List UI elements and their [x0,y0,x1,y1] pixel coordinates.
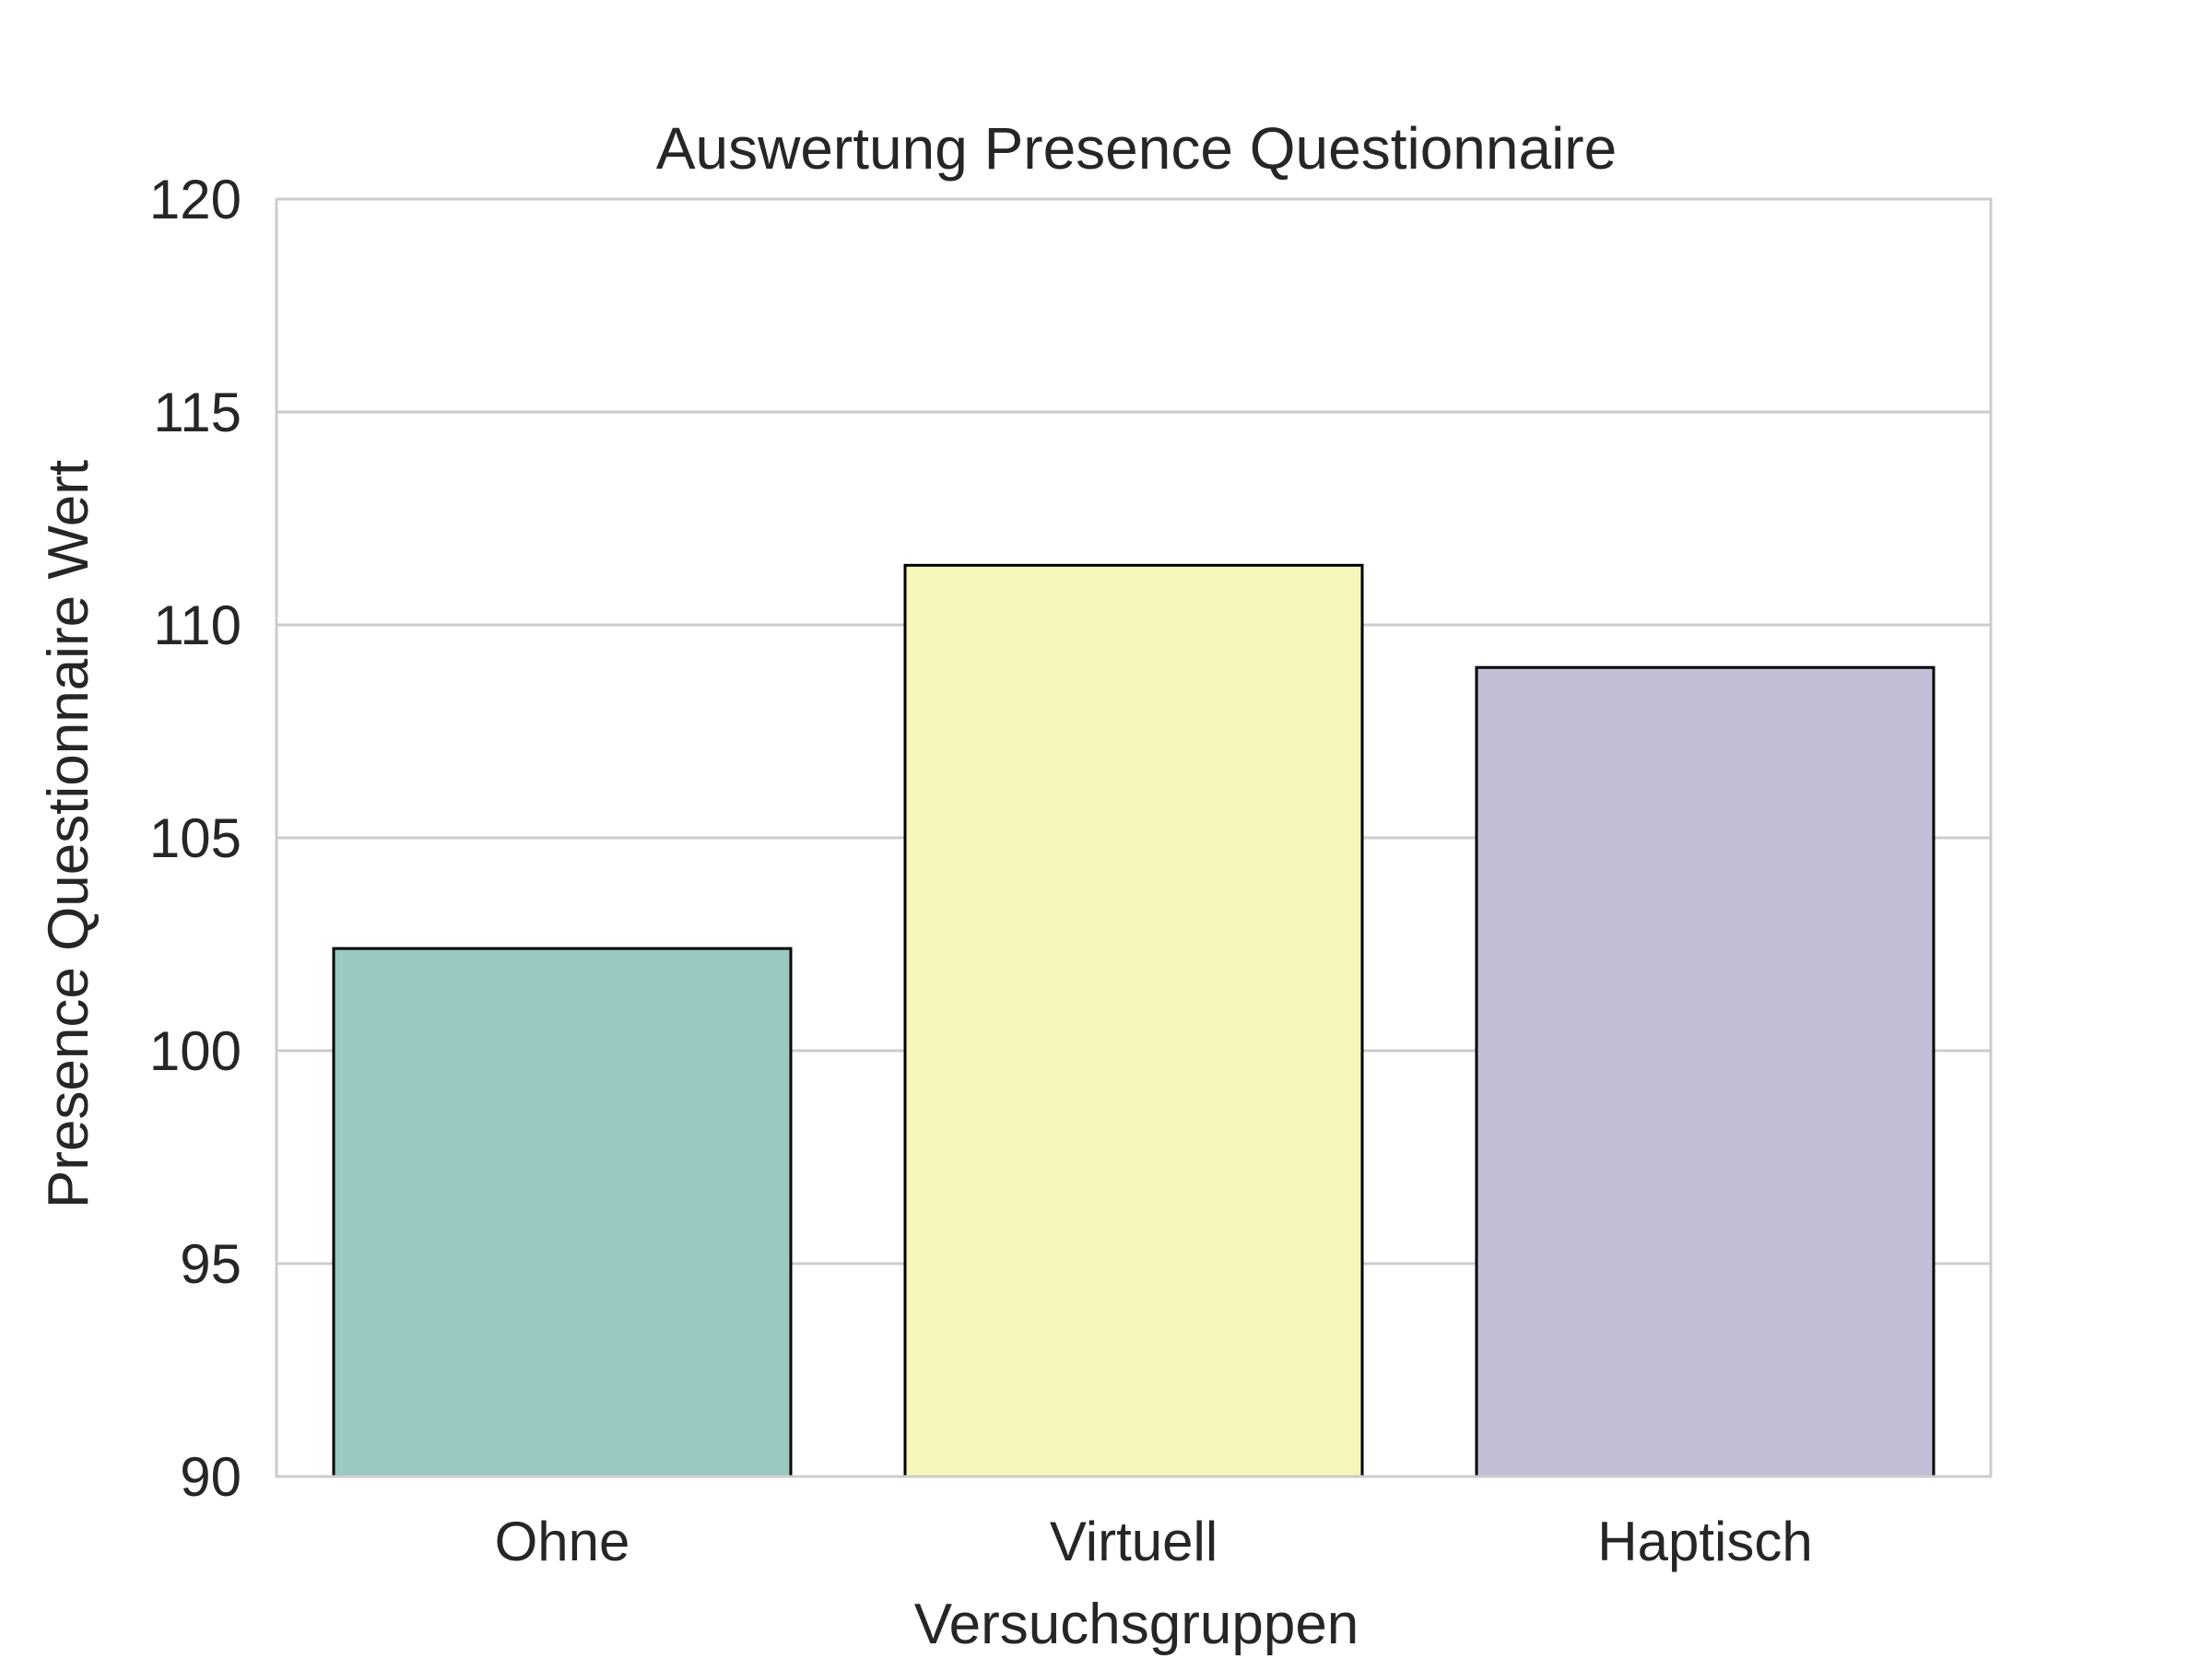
chart-title: Auswertung Presence Questionnaire [656,115,1617,182]
y-tick-labels: 90 95 100 105 110 115 120 [149,169,241,1508]
bars [332,563,1936,1478]
bar-haptisch [1475,665,1936,1478]
y-tick-label: 105 [149,807,241,869]
bar-ohne [332,947,793,1478]
y-axis-label: Presence Questionnaire Wert [37,460,100,1208]
x-tick-labels: Ohne Virtuell Haptisch [495,1511,1813,1572]
x-tick-label-haptisch: Haptisch [1597,1511,1812,1572]
x-axis-label: Versuchsgruppen [914,1593,1359,1656]
y-tick-label: 110 [153,594,241,656]
bar-virtuell [903,563,1364,1478]
x-tick-label-virtuell: Virtuell [1050,1511,1218,1572]
y-tick-label: 120 [149,169,241,230]
y-tick-label: 115 [153,382,241,443]
y-tick-label: 100 [149,1020,241,1082]
y-tick-label: 95 [180,1233,241,1295]
y-tick-label: 90 [180,1446,241,1508]
plot-frame [275,197,1993,1478]
x-tick-label-ohne: Ohne [495,1511,630,1572]
